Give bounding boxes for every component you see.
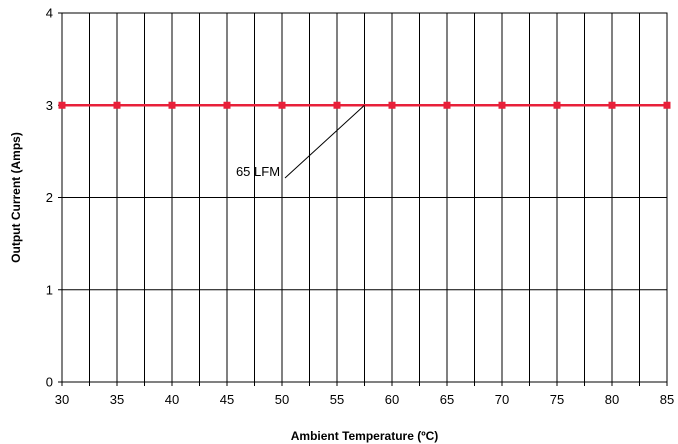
- y-tick-label: 1: [46, 282, 53, 297]
- y-tick-label: 3: [46, 98, 53, 113]
- x-tick-label: 75: [550, 392, 564, 407]
- x-tick-label: 70: [495, 392, 509, 407]
- y-tick-label: 0: [46, 375, 53, 390]
- x-tick-label: 55: [330, 392, 344, 407]
- x-tick-label: 60: [385, 392, 399, 407]
- annotation-label: 65 LFM: [236, 164, 280, 179]
- x-tick-label: 50: [275, 392, 289, 407]
- x-tick-label: 30: [55, 392, 69, 407]
- x-tick-label: 45: [220, 392, 234, 407]
- y-axis-title: Output Current (Amps): [9, 132, 23, 263]
- x-axis-ticks: 30 35 40 45 50 55 60 65 70 75 80 85: [55, 382, 674, 407]
- series-marker: [553, 101, 561, 109]
- x-axis-title: Ambient Temperature (ºC): [291, 429, 439, 443]
- series-marker: [443, 101, 451, 109]
- x-tick-label: 65: [440, 392, 454, 407]
- y-axis-ticks: 0 1 2 3 4: [46, 6, 62, 390]
- x-tick-label: 40: [165, 392, 179, 407]
- y-tick-label: 4: [46, 6, 53, 21]
- series-marker: [608, 101, 616, 109]
- grid: [61, 12, 668, 383]
- series-marker: [223, 101, 231, 109]
- y-tick-label: 2: [46, 190, 53, 205]
- series-marker: [168, 101, 176, 109]
- series-marker: [113, 101, 121, 109]
- x-tick-label: 35: [110, 392, 124, 407]
- series-marker: [388, 101, 396, 109]
- series-marker: [333, 101, 341, 109]
- x-tick-label: 80: [605, 392, 619, 407]
- x-tick-label: 85: [660, 392, 674, 407]
- series-marker: [278, 101, 286, 109]
- series-marker: [498, 101, 506, 109]
- series-marker: [663, 101, 671, 109]
- annotation-layer: 65 LFM: [236, 104, 365, 179]
- series-marker: [58, 101, 66, 109]
- annotation-leader-line: [284, 104, 365, 179]
